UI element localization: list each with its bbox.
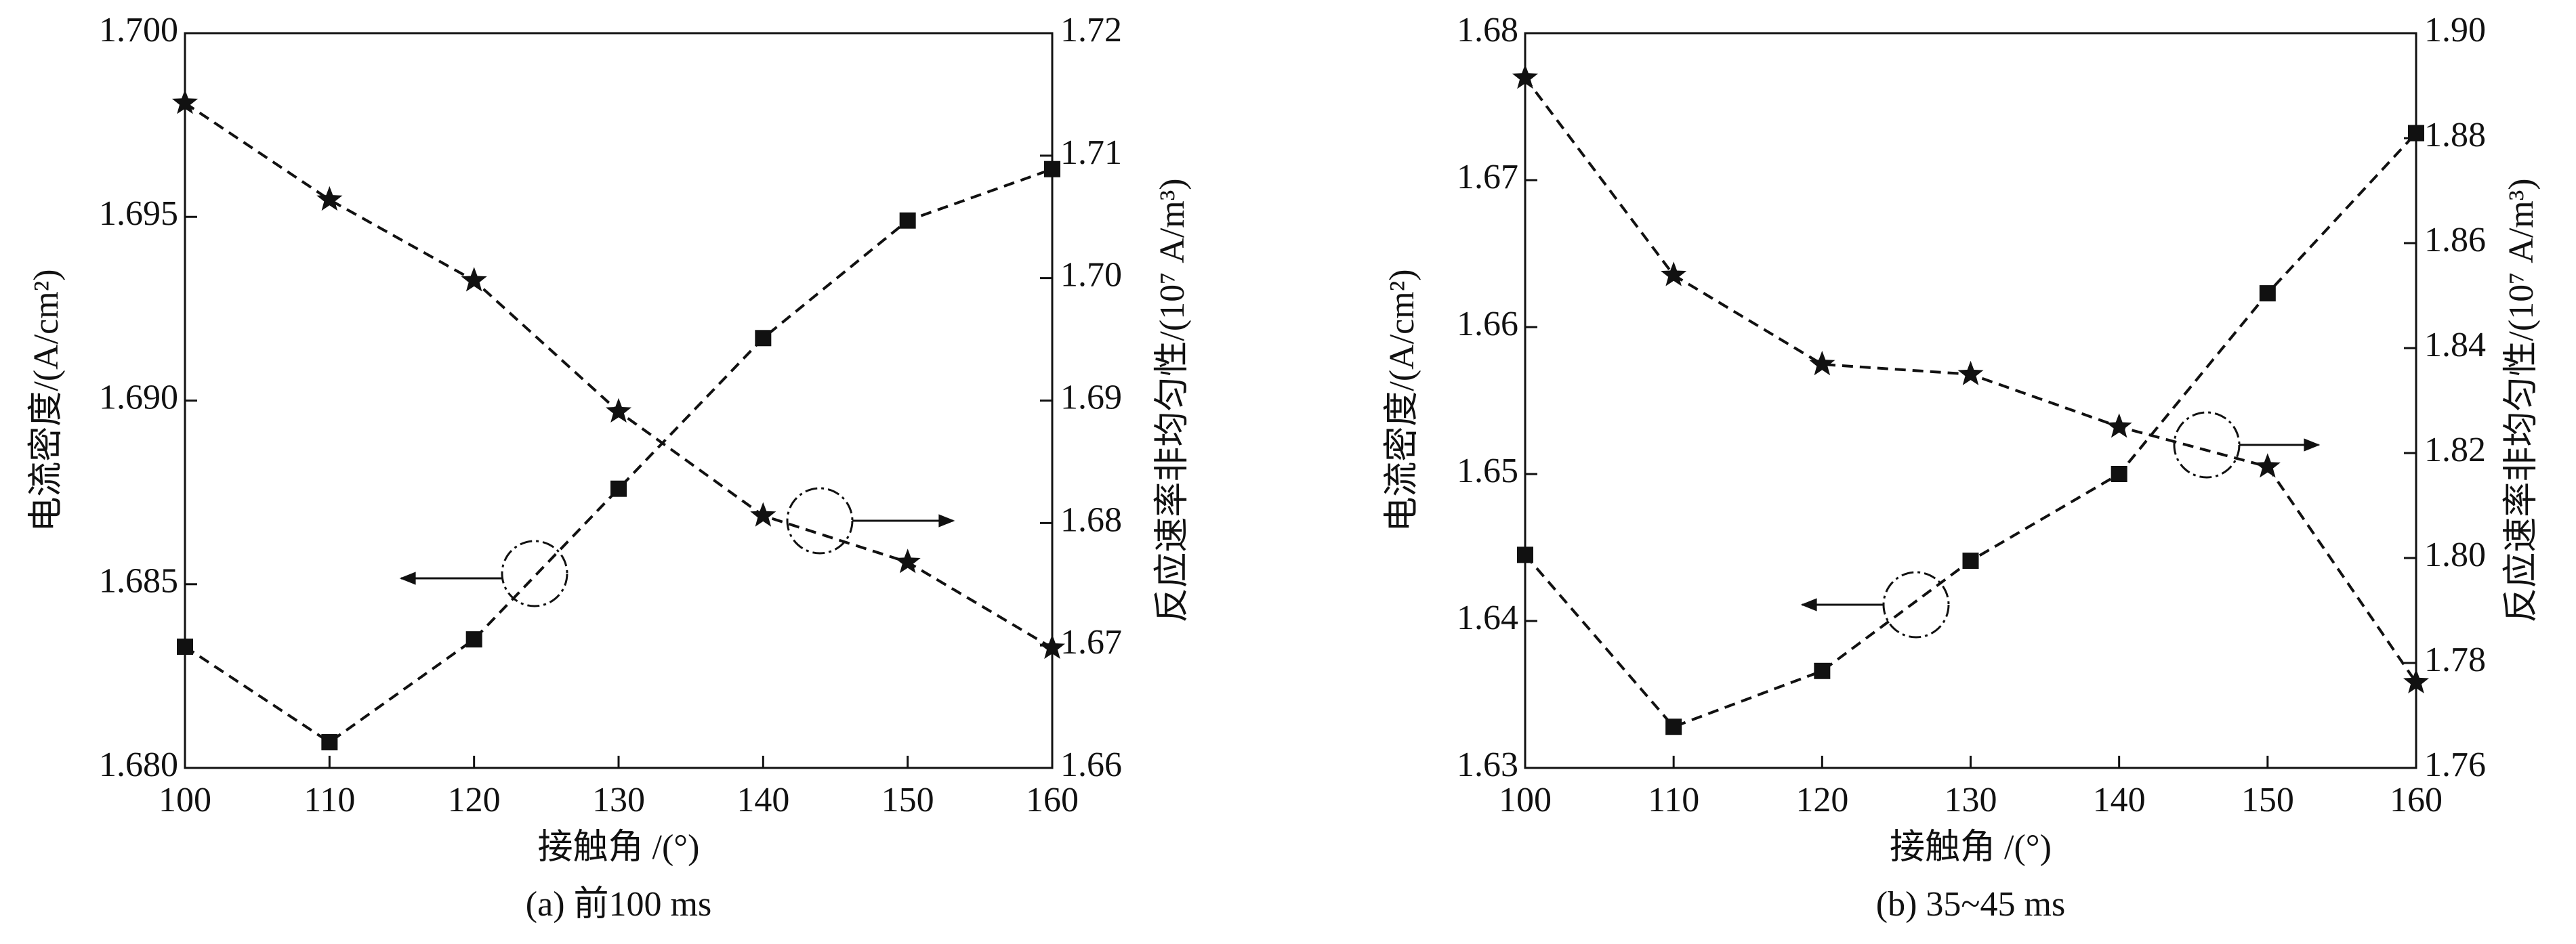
square-marker xyxy=(2259,285,2276,302)
y-tick-label: 1.65 xyxy=(1457,452,1518,490)
y2-tick-label: 1.66 xyxy=(1060,746,1122,784)
square-marker xyxy=(2111,466,2127,482)
x-tick-label: 160 xyxy=(1026,781,1079,819)
annotation xyxy=(399,411,2321,639)
y-tick-label: 1.64 xyxy=(1457,599,1518,637)
y2-axis-label: 反应速率非均匀性/(10⁷ A/m³) xyxy=(2502,178,2541,622)
y-tick-label: 1.66 xyxy=(1457,305,1518,343)
x-tick-label: 130 xyxy=(1945,781,1997,819)
y2-tick-label: 1.72 xyxy=(1060,11,1122,49)
y-axis-label: 电流密度/(A/cm²) xyxy=(1383,269,1421,532)
y-axis-label: 电流密度/(A/cm²) xyxy=(27,269,66,532)
y2-tick-label: 1.82 xyxy=(2424,431,2486,469)
y2-tick-label: 1.69 xyxy=(1060,378,1122,416)
square-marker xyxy=(1044,160,1060,177)
x-tick-label: 140 xyxy=(736,781,789,819)
series-line xyxy=(184,167,1053,744)
x-tick-label: 100 xyxy=(1499,781,1552,819)
y-tick-label: 1.700 xyxy=(99,11,178,49)
x-tick-label: 120 xyxy=(1795,781,1848,819)
y2-tick-label: 1.90 xyxy=(2424,11,2486,49)
star-marker xyxy=(2106,413,2132,438)
y2-tick-label: 1.68 xyxy=(1060,500,1122,539)
plot-frame xyxy=(1524,32,2417,769)
square-marker xyxy=(755,330,772,347)
star-marker xyxy=(1957,360,1984,385)
star-marker xyxy=(172,89,198,114)
x-tick-label: 110 xyxy=(304,781,355,819)
y-tick-label: 1.67 xyxy=(1457,158,1518,196)
star-marker xyxy=(461,267,487,292)
x-tick-label: 110 xyxy=(1648,781,1699,819)
square-marker xyxy=(610,480,627,497)
x-tick-label: 160 xyxy=(2390,781,2443,819)
y2-tick-label: 1.80 xyxy=(2424,536,2486,574)
star-marker xyxy=(606,398,631,423)
star-marker xyxy=(1512,64,1538,89)
square-marker xyxy=(2408,125,2424,142)
caption: (a) 前100 ms xyxy=(526,885,711,924)
star-marker xyxy=(1809,351,1835,376)
series-line xyxy=(1524,77,2417,683)
y2-tick-label: 1.84 xyxy=(2424,326,2486,364)
star-marker xyxy=(1661,261,1687,286)
square-marker xyxy=(321,734,338,751)
y-tick-label: 1.63 xyxy=(1457,746,1518,784)
x-tick-label: 120 xyxy=(448,781,501,819)
square-marker xyxy=(1665,718,1682,735)
square-marker xyxy=(1962,553,1979,570)
star-marker xyxy=(2254,453,2281,478)
square-marker xyxy=(465,631,482,648)
y-tick-label: 1.680 xyxy=(99,746,178,784)
x-tick-label: 130 xyxy=(592,781,645,819)
y-tick-label: 1.695 xyxy=(99,194,178,233)
series-line xyxy=(1524,132,2417,729)
y2-tick-label: 1.67 xyxy=(1060,623,1122,662)
x-tick-label: 150 xyxy=(2241,781,2294,819)
y2-tick-label: 1.76 xyxy=(2424,746,2486,784)
series-line xyxy=(184,102,1054,649)
x-tick-label: 100 xyxy=(159,781,211,819)
x-axis-label: 接触角 /(°) xyxy=(538,828,700,867)
square-marker xyxy=(1517,546,1533,563)
star-marker xyxy=(894,549,921,574)
y2-tick-label: 1.88 xyxy=(2424,116,2486,154)
y2-tick-label: 1.86 xyxy=(2424,221,2486,259)
y2-axis-label: 反应速率非均匀性/(10⁷ A/m³) xyxy=(1153,178,1192,622)
x-tick-label: 140 xyxy=(2093,781,2146,819)
star-marker xyxy=(316,186,343,211)
caption: (b) 35~45 ms xyxy=(1876,885,2065,924)
y-tick-label: 1.685 xyxy=(99,562,178,601)
y2-tick-label: 1.70 xyxy=(1060,256,1122,295)
star-marker xyxy=(2403,668,2429,693)
square-marker xyxy=(899,212,916,229)
y2-tick-label: 1.71 xyxy=(1060,133,1122,172)
star-marker xyxy=(1039,634,1065,659)
square-marker xyxy=(177,638,193,655)
y2-tick-label: 1.78 xyxy=(2424,641,2486,679)
x-axis-label: 接触角 /(°) xyxy=(1890,828,2052,867)
x-tick-label: 150 xyxy=(881,781,934,819)
y-tick-label: 1.68 xyxy=(1457,11,1518,49)
y-tick-label: 1.690 xyxy=(99,378,178,416)
star-marker xyxy=(750,502,776,527)
square-marker xyxy=(1814,662,1831,679)
